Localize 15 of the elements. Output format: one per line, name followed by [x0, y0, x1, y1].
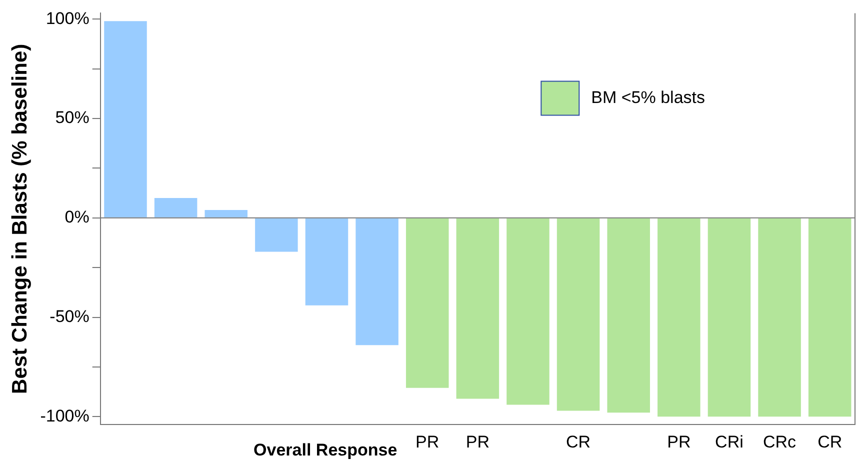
x-tick-label: CRi: [715, 432, 744, 452]
x-tick-label: PR: [667, 432, 691, 452]
x-axis-title: Overall Response: [254, 440, 398, 460]
x-tick-label: CR: [566, 432, 591, 452]
y-tick-label: 50%: [55, 108, 90, 128]
y-tick-label: 100%: [46, 8, 90, 28]
legend-label: BM <5% blasts: [591, 88, 706, 107]
y-tick-label: -50%: [50, 306, 90, 326]
x-tick-label: CR: [818, 432, 842, 452]
y-tick-label: -100%: [40, 406, 90, 426]
x-tick-label: PR: [416, 432, 440, 452]
y-axis-title: Best Change in Blasts (% baseline): [8, 44, 32, 394]
x-tick-label: CRc: [763, 432, 797, 452]
y-tick-label: 0%: [64, 208, 90, 227]
x-tick-label: PR: [466, 432, 490, 452]
